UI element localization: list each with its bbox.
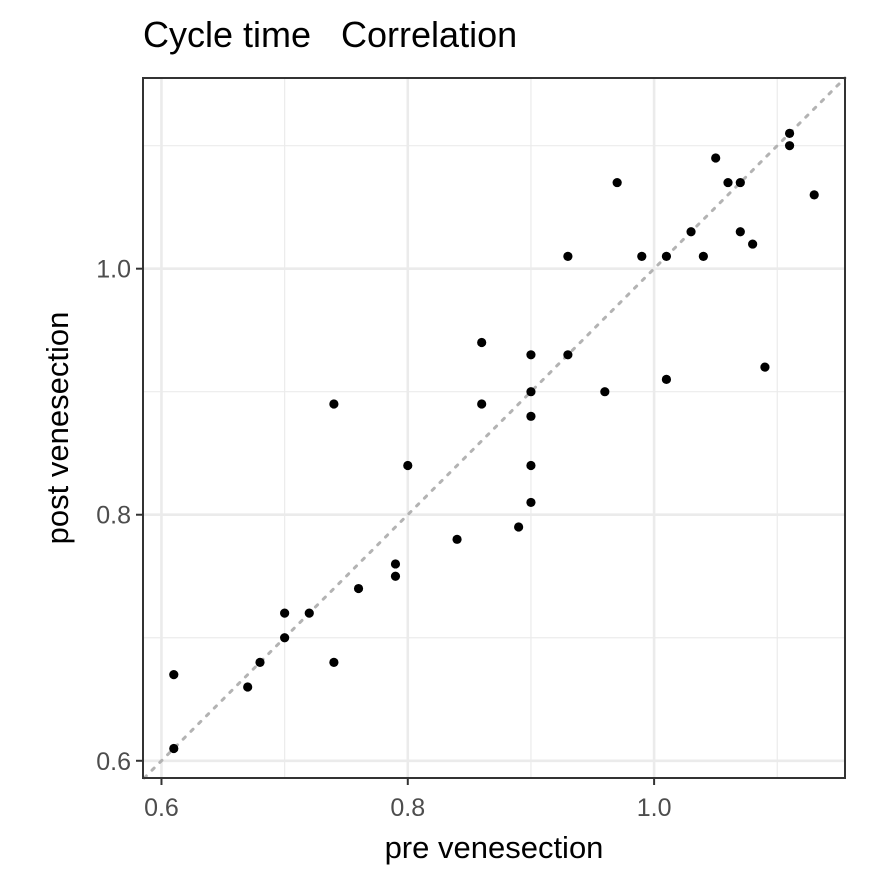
data-point xyxy=(526,497,536,508)
data-point xyxy=(637,251,647,261)
data-point xyxy=(526,350,536,360)
data-point xyxy=(784,128,795,138)
data-point xyxy=(563,251,573,261)
data-point xyxy=(600,387,610,397)
points-layer xyxy=(169,128,819,754)
data-point xyxy=(353,583,364,594)
data-point xyxy=(612,177,622,188)
x-axis: 0.6 0.8 1.0 xyxy=(144,778,671,822)
data-point xyxy=(403,460,413,471)
data-point xyxy=(760,362,770,372)
data-point xyxy=(514,522,524,532)
data-point xyxy=(686,227,696,237)
data-point xyxy=(329,399,339,409)
data-point xyxy=(563,350,573,360)
data-point xyxy=(390,571,401,581)
y-tick-label: 0.6 xyxy=(96,748,131,776)
x-tick-label: 0.8 xyxy=(390,794,425,822)
data-point xyxy=(735,177,745,188)
data-point xyxy=(711,153,721,163)
major-grid xyxy=(143,78,845,778)
y-tick-label: 0.8 xyxy=(96,502,131,530)
x-tick-label: 0.6 xyxy=(144,794,179,822)
data-point xyxy=(723,177,733,188)
data-point xyxy=(526,411,536,421)
data-point xyxy=(661,251,672,261)
data-point xyxy=(304,608,314,618)
data-point xyxy=(784,141,795,151)
x-axis-label: pre venesection xyxy=(385,830,604,865)
data-point xyxy=(748,239,758,249)
chart-title: Cycle time Correlation xyxy=(143,14,517,55)
data-point xyxy=(477,399,487,409)
data-point xyxy=(280,633,290,643)
data-point xyxy=(809,190,819,200)
minor-grid xyxy=(143,78,845,778)
data-point xyxy=(255,657,265,667)
data-point xyxy=(243,682,253,692)
data-point xyxy=(477,337,487,348)
data-point xyxy=(526,387,536,397)
panel-border xyxy=(142,77,846,779)
x-tick-label: 1.0 xyxy=(637,794,672,822)
y-tick-label: 1.0 xyxy=(96,256,131,284)
data-point xyxy=(329,657,339,667)
y-axis-label: post venesection xyxy=(40,312,75,545)
data-point xyxy=(526,460,536,471)
data-point xyxy=(661,374,672,385)
data-point xyxy=(280,608,290,618)
data-point xyxy=(169,670,179,680)
y-axis: 0.6 0.8 1.0 xyxy=(96,256,143,776)
data-point xyxy=(735,227,745,237)
data-point xyxy=(452,534,462,544)
data-point xyxy=(169,743,179,754)
data-point xyxy=(390,559,401,569)
data-point xyxy=(698,251,708,261)
